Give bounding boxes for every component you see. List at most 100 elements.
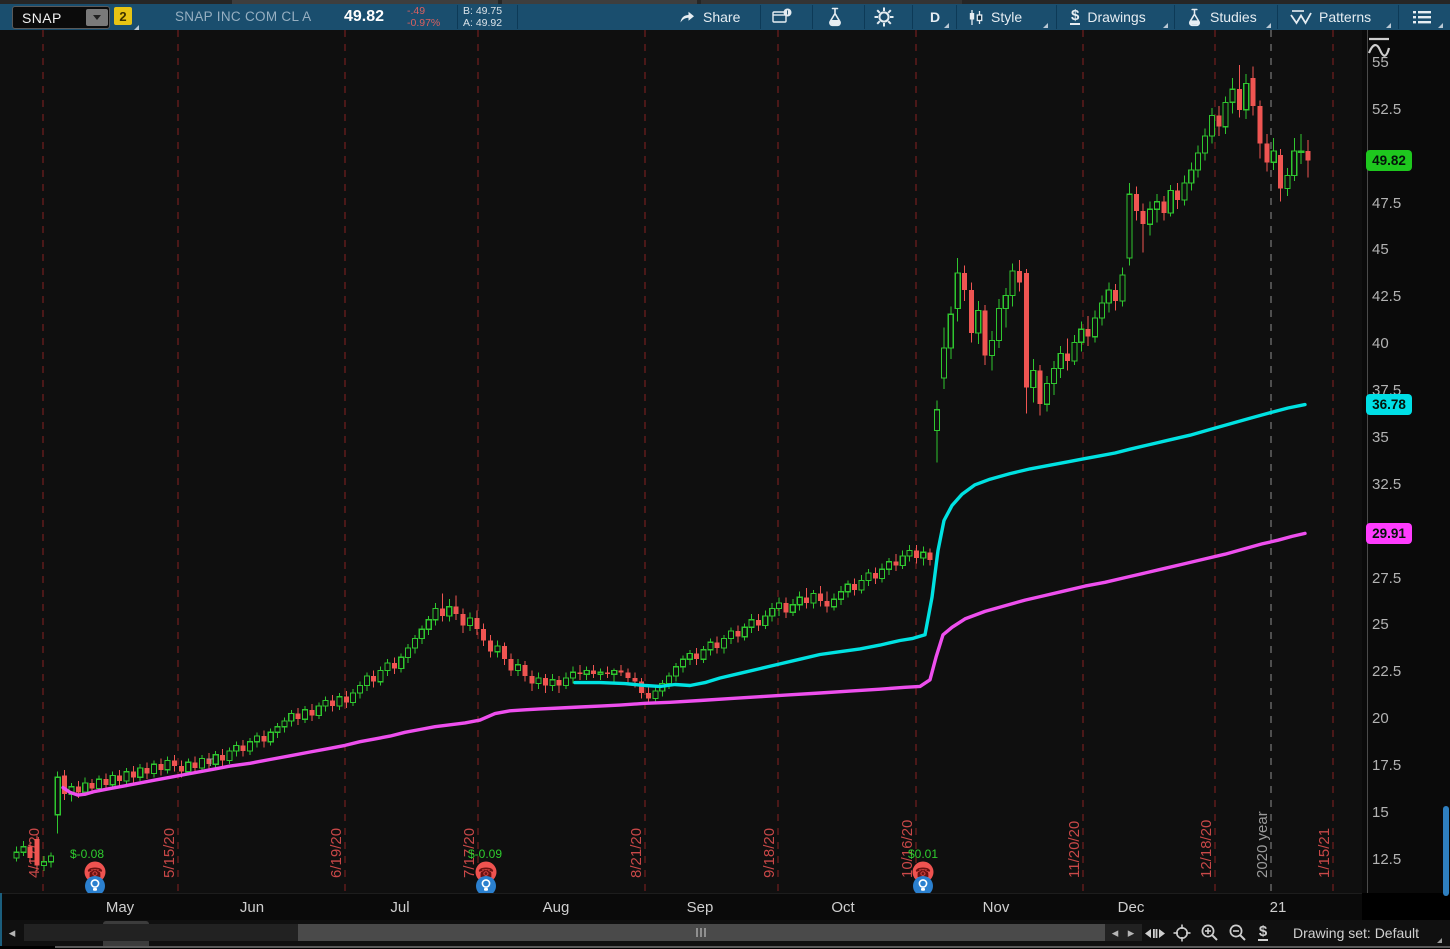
- list-menu-icon: [1413, 11, 1431, 24]
- divider: [1277, 5, 1278, 29]
- price-tick: 35: [1372, 428, 1389, 446]
- dropdown-corner-icon: [1437, 938, 1442, 943]
- idea-bulb-icon: [476, 876, 496, 896]
- flask-icon: [1188, 8, 1201, 26]
- linked-group-badge[interactable]: 2: [114, 7, 132, 25]
- study-line-upper: [573, 402, 1307, 689]
- candlestick-chart[interactable]: 4/17/20 5/15/20 6/19/20 7/17/20 8/21/20 9/18/…: [0, 30, 1362, 896]
- price-tick: 52.5: [1372, 100, 1402, 118]
- svg-text:i: i: [787, 9, 789, 16]
- crosshair-icon: [1173, 924, 1191, 942]
- price-axis[interactable]: 5552.55047.54542.54037.53532.53027.52522…: [1362, 30, 1450, 893]
- dropdown-corner-icon: [1386, 23, 1391, 28]
- price-tick: 45: [1372, 241, 1389, 259]
- axis-line: [1367, 30, 1368, 893]
- window-tab-edge: [502, 0, 697, 4]
- fit-chart-button[interactable]: [1143, 922, 1167, 944]
- svg-text:☎: ☎: [87, 865, 103, 880]
- idea-bulb-icon: [913, 876, 933, 896]
- price-tick: 42.5: [1372, 288, 1402, 306]
- ask-value: A: 49.92: [463, 17, 503, 29]
- dividend-amount: $-0.08: [70, 847, 104, 861]
- panel-info-icon: i: [772, 8, 792, 23]
- vline-label: 12/18/20: [1198, 820, 1215, 878]
- symbol-description: SNAP INC COM CL A: [175, 9, 312, 24]
- patterns-button[interactable]: Patterns: [1290, 4, 1371, 30]
- price-change: -.49 -0.97%: [407, 5, 440, 29]
- change-percent: -0.97%: [407, 17, 441, 29]
- last-price-badge: 49.82: [1366, 149, 1412, 171]
- divider: [517, 5, 518, 29]
- timeframe-button[interactable]: D: [930, 4, 940, 30]
- symbol-input[interactable]: SNAP: [12, 6, 110, 29]
- vline-label: 1/15/21: [1316, 828, 1333, 878]
- price-levels-button[interactable]: $: [1254, 922, 1272, 944]
- settings-button[interactable]: [874, 4, 894, 30]
- axis-settings-icon[interactable]: [1366, 35, 1392, 63]
- price-tick: 12.5: [1372, 850, 1402, 868]
- share-button[interactable]: Share: [678, 4, 740, 30]
- right-arrow-icon: ▸: [1127, 925, 1135, 940]
- axis-scrollbar[interactable]: [1443, 30, 1450, 896]
- style-button[interactable]: Style: [968, 4, 1022, 30]
- window-top-edge: [0, 0, 1450, 4]
- time-scrollbar-track[interactable]: [24, 924, 1142, 941]
- share-icon: [680, 11, 694, 23]
- month-label: 21: [1269, 899, 1287, 916]
- patterns-label: Patterns: [1319, 9, 1372, 25]
- zoom-in-button[interactable]: [1198, 922, 1222, 944]
- price-tick: 25: [1372, 616, 1389, 634]
- pan-left-button[interactable]: ◂: [1108, 922, 1122, 944]
- price-tick: 22.5: [1372, 663, 1402, 681]
- pan-right-button[interactable]: ▸: [1124, 922, 1138, 944]
- scroll-left-button[interactable]: ◂: [4, 922, 20, 944]
- drawings-label: Drawings: [1087, 9, 1146, 25]
- month-label: Nov: [982, 899, 1010, 916]
- dropdown-corner-icon: [1266, 23, 1271, 28]
- vline-label: 10/16/20: [899, 820, 916, 878]
- chart-menu-button[interactable]: [1412, 4, 1432, 30]
- candlestick-style-icon: [969, 9, 983, 25]
- fit-width-icon: [1145, 928, 1165, 938]
- vline-label: 11/20/20: [1066, 821, 1083, 878]
- left-arrow-icon: ◂: [1111, 925, 1119, 940]
- chevron-down-icon: [93, 15, 101, 20]
- symbol-dropdown-button[interactable]: [86, 9, 108, 26]
- vline-label: 9/18/20: [761, 828, 778, 878]
- badge-corner-icon: [134, 25, 139, 30]
- idea-bulb-icon: [85, 876, 105, 896]
- divider: [1056, 5, 1057, 29]
- drawing-set-selector[interactable]: Drawing set: Default: [1293, 925, 1420, 941]
- window-tab-edge: [701, 0, 962, 4]
- svg-text:☎: ☎: [915, 865, 931, 880]
- dividend-amount: $-0.09: [468, 847, 502, 861]
- analyze-button[interactable]: [826, 4, 844, 30]
- divider: [1398, 5, 1399, 29]
- zoom-out-button[interactable]: [1226, 922, 1250, 944]
- axis-scrollbar-handle[interactable]: [1443, 806, 1449, 896]
- drawings-button[interactable]: $ Drawings: [1070, 4, 1146, 30]
- flask-icon: [829, 7, 841, 27]
- divider: [956, 5, 957, 29]
- symbol-text: SNAP: [22, 9, 62, 26]
- timeframe-label: D: [930, 9, 941, 25]
- zoom-out-icon: [1229, 924, 1246, 941]
- studies-button[interactable]: Studies: [1186, 4, 1257, 30]
- chart-describer-button[interactable]: i: [772, 4, 792, 30]
- time-scrollbar-handle[interactable]: [298, 924, 1105, 941]
- month-label: Jul: [390, 899, 410, 916]
- left-arrow-icon: ◂: [8, 925, 16, 940]
- chart-area[interactable]: 4/17/20 5/15/20 6/19/20 7/17/20 8/21/20 9/18/…: [0, 30, 1362, 896]
- bid-ask: B: 49.75 A: 49.92: [463, 5, 502, 29]
- price-tick: 40: [1372, 335, 1389, 353]
- crosshair-button[interactable]: [1171, 922, 1193, 944]
- bottom-toolbar: ◂ ◂ ▸: [0, 920, 1450, 946]
- divider: [457, 5, 458, 29]
- dollar-icon: $: [1257, 923, 1269, 941]
- dividend-amount: $0.01: [908, 847, 938, 861]
- earnings-call-icon: ☎: [475, 861, 497, 883]
- last-price: 49.82: [344, 8, 385, 25]
- zoom-in-icon: [1201, 924, 1218, 941]
- pattern-zigzag-icon: [1290, 10, 1312, 25]
